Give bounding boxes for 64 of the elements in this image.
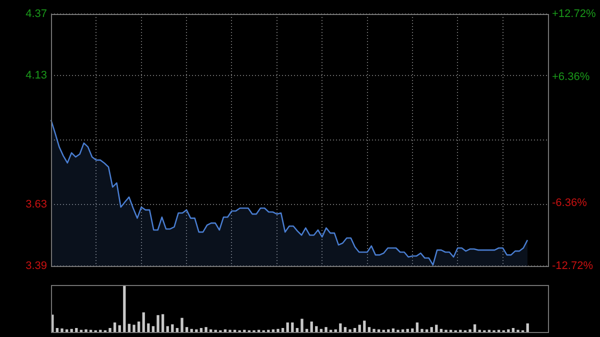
bar [60, 328, 64, 332]
bar [132, 324, 136, 332]
bar [406, 328, 409, 332]
bar [368, 327, 371, 332]
bar [185, 327, 188, 332]
bar [468, 329, 472, 332]
bar [420, 328, 424, 332]
bar [152, 326, 155, 332]
bar [276, 328, 280, 332]
bar [161, 314, 164, 332]
y-tick-label: 3.39 [26, 260, 47, 272]
bar [416, 322, 419, 332]
bar [296, 328, 299, 332]
y-tick-label: 4.37 [26, 8, 47, 20]
bar [305, 328, 308, 332]
bar [526, 323, 529, 332]
bar [84, 329, 88, 332]
bar [166, 326, 169, 332]
bar [200, 328, 203, 332]
bar [142, 312, 145, 332]
y2-tick-label: -6.36% [552, 197, 588, 210]
bar [315, 326, 318, 332]
bar [291, 322, 294, 332]
bar [324, 327, 328, 332]
y2-tick-label: -12.72% [552, 260, 594, 272]
bar [348, 329, 352, 332]
bar [310, 322, 313, 332]
bar [372, 328, 376, 332]
bar [113, 322, 116, 332]
bar [75, 328, 78, 332]
bar [344, 327, 347, 332]
bar [411, 328, 414, 332]
bar [392, 328, 395, 332]
bar [147, 323, 150, 332]
bar [286, 322, 289, 332]
bar [440, 328, 443, 332]
bar [128, 324, 131, 332]
bar [435, 324, 438, 332]
bar [300, 318, 304, 332]
bar [353, 328, 356, 332]
bar [108, 328, 112, 332]
bar [473, 324, 476, 332]
bar [118, 325, 121, 332]
bar [281, 328, 284, 332]
y-tick-label: 3.63 [26, 198, 47, 210]
bar [180, 318, 184, 332]
y2-tick-label: +6.36% [552, 71, 590, 84]
bar [156, 315, 160, 332]
bar [171, 324, 174, 332]
bar [339, 323, 342, 332]
bar [190, 328, 193, 332]
bar [430, 327, 433, 332]
bar [204, 327, 208, 332]
bar [176, 328, 179, 332]
bar [123, 286, 126, 332]
bar [70, 328, 73, 332]
y2-tick-label: +12.72% [552, 8, 596, 20]
bar [137, 322, 140, 332]
bar [363, 320, 366, 332]
y-tick-label: 4.13 [26, 70, 47, 82]
bar [512, 328, 515, 332]
bar [56, 328, 59, 332]
bar [320, 328, 323, 332]
bar [358, 324, 361, 332]
